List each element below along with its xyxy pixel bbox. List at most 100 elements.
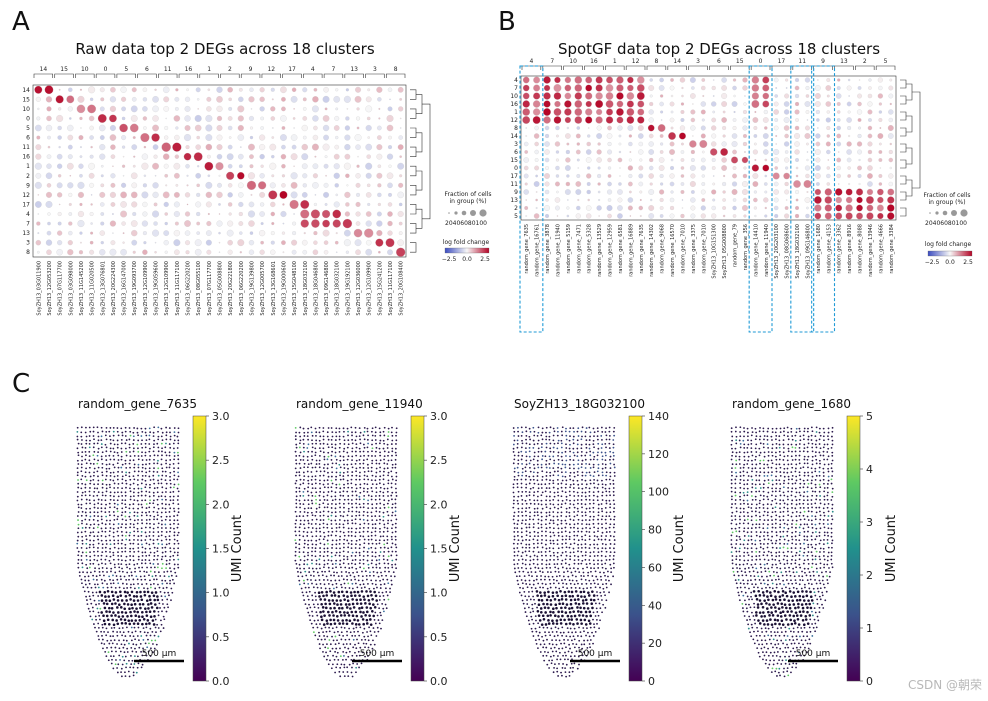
dot — [607, 125, 612, 131]
spot — [339, 494, 342, 497]
spot — [362, 550, 365, 553]
dot — [142, 97, 148, 102]
spot — [391, 450, 394, 453]
dot — [239, 231, 243, 235]
spot — [517, 462, 520, 465]
spot — [116, 631, 119, 633]
spot — [552, 451, 555, 453]
spot — [338, 610, 342, 614]
dot — [246, 180, 257, 190]
spot — [517, 454, 520, 457]
dot — [638, 173, 644, 179]
spot — [307, 598, 310, 601]
spot — [592, 466, 595, 469]
dot — [195, 201, 202, 208]
spot — [92, 574, 94, 577]
spot — [106, 583, 108, 585]
spot — [143, 570, 146, 573]
column-group-label: 8 — [655, 58, 659, 65]
spot — [101, 551, 104, 554]
spot — [393, 575, 396, 578]
spot — [141, 511, 144, 514]
spot — [375, 450, 377, 453]
spot — [347, 522, 349, 525]
spot — [141, 506, 144, 509]
colorbar-label: UMI Count — [230, 515, 245, 582]
spot — [362, 595, 366, 598]
spot — [128, 563, 131, 566]
spot — [557, 470, 559, 473]
spot — [331, 511, 333, 514]
spot — [152, 478, 155, 481]
column-group-label: 17 — [778, 58, 786, 65]
spot — [109, 438, 112, 441]
spot — [537, 487, 540, 490]
dot — [334, 116, 340, 121]
spot — [321, 574, 324, 577]
spot — [365, 590, 368, 593]
dot — [343, 239, 351, 247]
spot — [560, 446, 563, 449]
spot — [363, 446, 366, 449]
spot — [137, 491, 140, 494]
spot — [163, 606, 166, 609]
spot — [354, 483, 357, 486]
column-group-bracket — [730, 65, 750, 70]
dot — [617, 213, 623, 219]
spot — [93, 450, 96, 453]
spot — [354, 563, 357, 566]
dot — [249, 231, 254, 235]
spot — [310, 479, 313, 481]
spot — [364, 646, 366, 649]
dot — [658, 165, 665, 171]
spot — [347, 486, 350, 489]
dot — [80, 146, 82, 149]
spot — [366, 483, 369, 486]
dendrogram-branch — [900, 95, 907, 105]
spot — [295, 506, 298, 509]
spot — [146, 619, 150, 622]
spot — [318, 635, 321, 637]
dot — [367, 88, 371, 92]
spot — [354, 634, 357, 637]
spot — [573, 499, 576, 502]
spot — [351, 455, 354, 458]
spot — [318, 631, 320, 634]
spot — [299, 478, 302, 481]
dot — [878, 158, 883, 162]
dot — [617, 125, 623, 131]
dot — [280, 86, 287, 94]
spot — [101, 451, 104, 454]
spot — [372, 570, 375, 573]
spot — [309, 619, 312, 622]
spot — [560, 482, 563, 485]
spot — [336, 619, 340, 622]
panel-a-label: A — [12, 7, 30, 37]
column-group-bracket — [33, 73, 54, 78]
dot — [386, 153, 394, 160]
spot — [315, 491, 318, 494]
spot — [312, 631, 315, 634]
spot — [124, 543, 127, 546]
spot — [379, 546, 382, 549]
spot — [395, 546, 398, 549]
spot — [371, 443, 373, 446]
spot — [528, 499, 531, 501]
spot — [115, 650, 117, 653]
spot — [359, 466, 361, 469]
spot — [104, 494, 107, 497]
spot — [378, 482, 381, 485]
dot — [300, 209, 310, 219]
row-label: 14 — [510, 133, 518, 140]
spot — [383, 523, 386, 526]
dot — [258, 181, 267, 190]
spot — [101, 483, 104, 485]
spot — [377, 630, 380, 633]
size-legend-title-2-b: in group (%) — [928, 199, 965, 206]
spot — [314, 447, 317, 450]
spot — [557, 451, 560, 454]
spot — [307, 475, 310, 478]
spot — [323, 614, 326, 617]
dot — [282, 251, 285, 254]
dot — [165, 117, 167, 120]
